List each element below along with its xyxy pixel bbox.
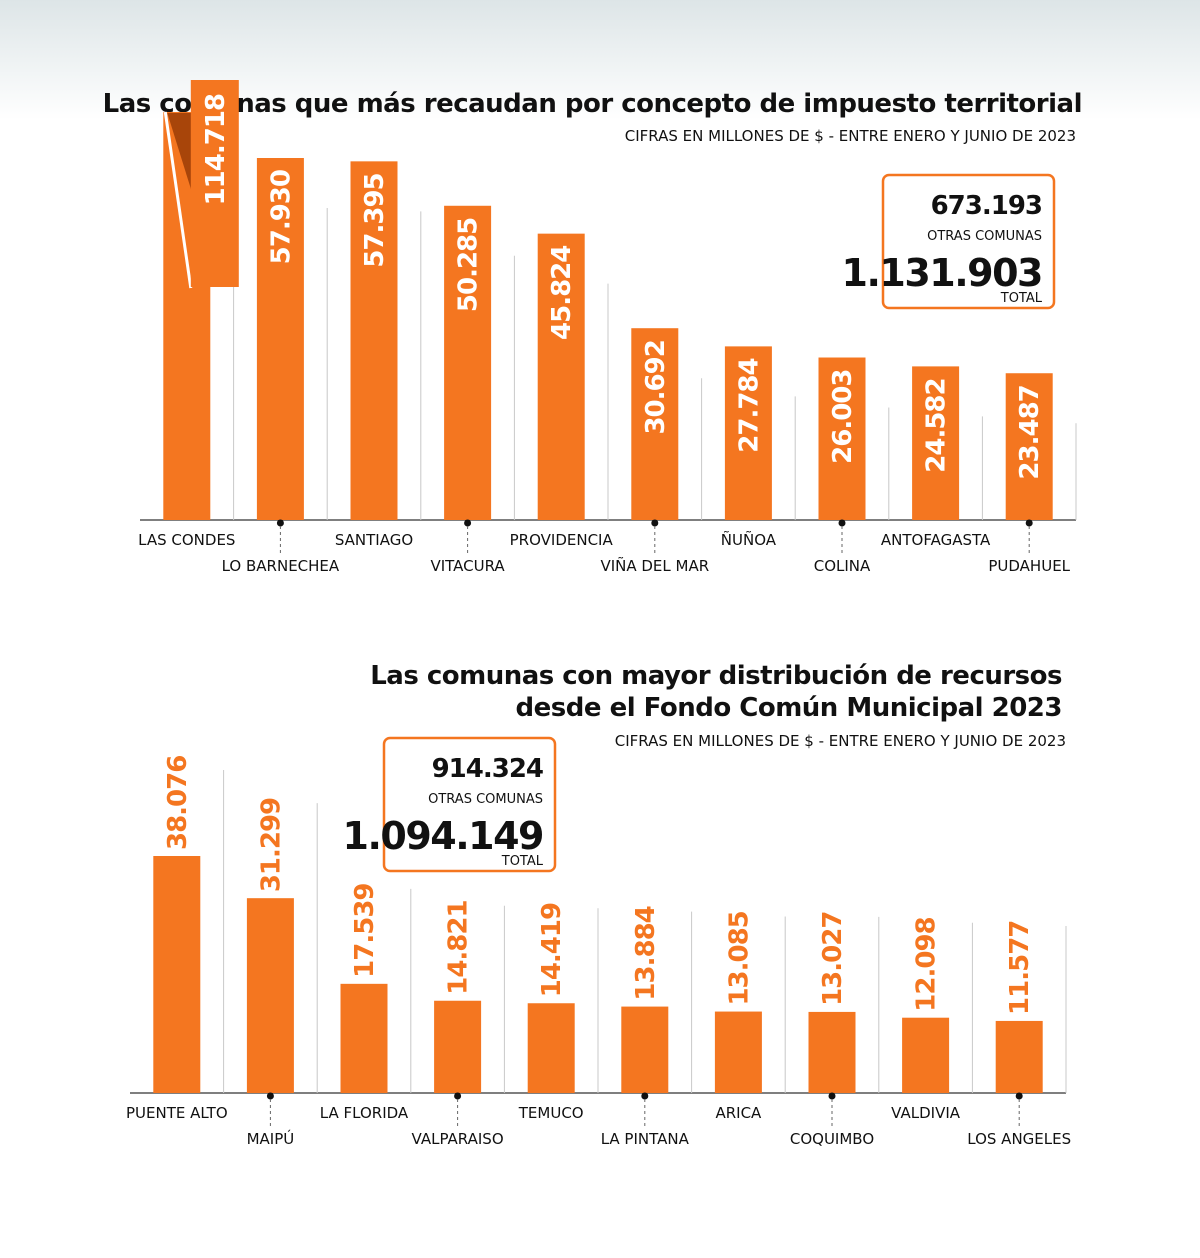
- chart2-bar-4: [527, 1003, 575, 1093]
- chart1-summary-box: 673.193 OTRAS COMUNAS 1.131.903 TOTAL: [842, 173, 1056, 310]
- chart1-bar-3: [444, 205, 492, 520]
- chart2-category-label-2: LA FLORIDA: [320, 1104, 409, 1122]
- chart2-title-line1: Las comunas con mayor distribución de re…: [370, 661, 1062, 691]
- chart2-category-label-1: MAIPÚ: [247, 1129, 295, 1148]
- chart2-title-line2: desde el Fondo Común Municipal 2023: [516, 693, 1062, 723]
- chart1-tick-dot-5: [651, 519, 659, 527]
- chart1-category-label-5: VIÑA DEL MAR: [600, 556, 709, 575]
- chart1-tick-dot-7: [838, 519, 846, 527]
- chart1-summary-frame: [881, 173, 1056, 310]
- chart1-value-label-2: 57.395: [360, 173, 390, 267]
- chart2-bar-6: [714, 1011, 762, 1093]
- chart2-value-label-7: 13.027: [818, 912, 848, 1006]
- chart2-category-label-6: ARICA: [715, 1104, 762, 1122]
- chart1-category-label-8: ANTOFAGASTA: [881, 531, 991, 549]
- chart2-bar-2: [340, 983, 388, 1093]
- chart2-value-label-4: 14.419: [537, 903, 567, 997]
- chart2-subtitle: CIFRAS EN MILLONES DE $ - ENTRE ENERO Y …: [615, 732, 1066, 750]
- chart2-otras-label: OTRAS COMUNAS: [428, 792, 543, 807]
- chart1-tick-dot-3: [464, 519, 472, 527]
- chart2-category-label-3: VALPARAISO: [412, 1130, 504, 1148]
- chart2-bar-8: [902, 1017, 950, 1093]
- chart2-value-label-5: 13.884: [631, 906, 661, 1000]
- chart1-category-label-3: VITACURA: [430, 557, 505, 575]
- chart2-otras-value: 914.324: [432, 754, 543, 784]
- chart2-value-label-1: 31.299: [256, 798, 286, 892]
- chart2-bar-7: [808, 1011, 856, 1093]
- chart1-otras-value: 673.193: [931, 191, 1042, 221]
- chart1-value-label-7: 26.003: [828, 370, 858, 464]
- chart1-title: Las comunas que más recaudan por concept…: [103, 89, 1082, 119]
- chart2-value-label-2: 17.539: [350, 883, 380, 977]
- chart1-value-label-6: 27.784: [734, 358, 764, 452]
- chart1-value-label-0: 114.718: [201, 94, 231, 205]
- chart1-otras-label: OTRAS COMUNAS: [927, 229, 1042, 244]
- chart2-plot: 38.076 PUENTE ALTO 31.299 MAIPÚ 17.539 LA FLO…: [126, 756, 1071, 1148]
- chart2-value-label-9: 11.577: [1005, 921, 1035, 1015]
- chart1-category-label-7: COLINA: [814, 557, 871, 575]
- chart1-value-label-4: 45.824: [547, 246, 577, 340]
- chart1-category-label-0: LAS CONDES: [138, 531, 235, 549]
- chart1-value-label-3: 50.285: [454, 218, 484, 312]
- chart2-category-label-8: VALDIVIA: [891, 1104, 961, 1122]
- chart2-bar-1: [246, 898, 294, 1093]
- chart2-value-label-6: 13.085: [724, 911, 754, 1005]
- chart1-bar-5: [631, 328, 679, 520]
- chart1-tick-dot-1: [276, 519, 284, 527]
- chart2-tick-dot-7: [828, 1092, 836, 1100]
- chart2-bar-0: [153, 856, 201, 1093]
- chart1-bar-2: [350, 161, 398, 520]
- chart2-total-value: 1.094.149: [343, 814, 544, 858]
- chart2-summary-box: 914.324 OTRAS COMUNAS 1.094.149 TOTAL: [343, 736, 557, 873]
- chart2-category-label-0: PUENTE ALTO: [126, 1104, 228, 1122]
- chart1-bar-7: [818, 357, 866, 520]
- chart1-total-value: 1.131.903: [842, 251, 1042, 295]
- chart2-bar-9: [995, 1020, 1043, 1093]
- chart1-category-label-2: SANTIAGO: [335, 531, 413, 549]
- chart1-bar-1: [256, 158, 304, 520]
- chart2-category-label-9: LOS ANGELES: [967, 1130, 1071, 1148]
- chart1-total-label: TOTAL: [1000, 291, 1043, 306]
- chart2-value-label-3: 14.821: [444, 900, 474, 994]
- chart2-tick-dot-1: [266, 1092, 274, 1100]
- chart2-category-label-7: COQUIMBO: [790, 1130, 874, 1148]
- chart1-bar-6: [724, 346, 772, 520]
- chart2-tick-dot-9: [1015, 1092, 1023, 1100]
- chart1-value-label-9: 23.487: [1015, 385, 1045, 479]
- chart1-bar-4: [537, 233, 585, 520]
- chart1-value-label-1: 57.930: [266, 170, 296, 264]
- chart2-tick-dot-3: [454, 1092, 462, 1100]
- chart2-category-label-4: TEMUCO: [518, 1104, 584, 1122]
- chart2-bar-5: [621, 1006, 669, 1093]
- chart1-break-line: [163, 111, 193, 289]
- chart1-category-label-6: ÑUÑOA: [721, 530, 777, 549]
- chart2-tick-dot-5: [641, 1092, 649, 1100]
- chart2-total-label: TOTAL: [501, 854, 544, 869]
- chart1-break-panel: [190, 80, 239, 287]
- chart1-category-label-9: PUDAHUEL: [988, 557, 1070, 575]
- chart1-bar-8: [912, 366, 960, 520]
- chart2-value-label-8: 12.098: [912, 917, 942, 1011]
- chart1-break-shadow: [167, 113, 193, 195]
- chart2-value-label-0: 38.076: [163, 756, 193, 850]
- chart1-tick-dot-9: [1025, 519, 1033, 527]
- chart1-bar-9: [1005, 373, 1053, 520]
- chart1-category-label-1: LO BARNECHEA: [222, 557, 340, 575]
- chart2-category-label-5: LA PINTANA: [601, 1130, 690, 1148]
- chart1-subtitle: CIFRAS EN MILLONES DE $ - ENTRE ENERO Y …: [625, 127, 1076, 145]
- chart1-value-label-8: 24.582: [922, 378, 952, 472]
- chart1-category-label-4: PROVIDENCIA: [510, 531, 614, 549]
- chart1-plot: 114.718 LAS CONDES 57.930 LO BARNECHEA 57.39…: [138, 80, 1077, 575]
- chart1-value-label-5: 30.692: [641, 340, 671, 434]
- chart2-bar-3: [434, 1000, 482, 1093]
- chart2-summary-frame: [382, 736, 557, 873]
